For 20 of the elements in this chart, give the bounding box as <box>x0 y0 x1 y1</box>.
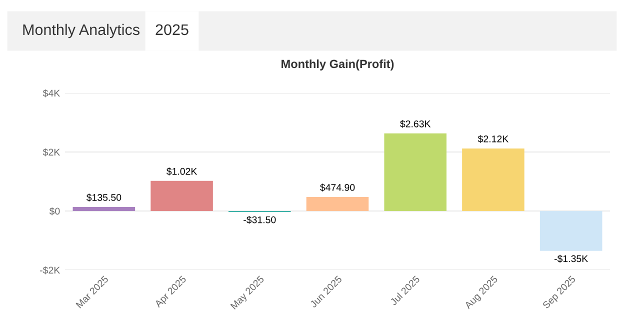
y-tick-label: $2K <box>42 148 60 156</box>
bar <box>540 211 602 251</box>
data-label: -$1.35K <box>554 254 588 263</box>
data-label: -$31.50 <box>244 216 276 224</box>
bar <box>306 196 369 211</box>
y-tick-label: $4K <box>42 89 60 98</box>
data-label: $135.50 <box>86 194 122 202</box>
y-tick-label: -$2K <box>40 266 60 274</box>
data-label: $2.63K <box>400 120 431 128</box>
text: 2025 <box>156 24 188 36</box>
bar <box>72 207 136 211</box>
y-tick-label: $0 <box>49 207 60 216</box>
bar <box>150 180 213 211</box>
data-label: $2.12K <box>478 135 509 143</box>
data-label: $474.90 <box>320 184 355 192</box>
text: Monthly Analytics <box>23 24 140 38</box>
chart-title: Monthly Gain(Profit) <box>282 59 394 70</box>
data-label: $1.02K <box>166 168 198 176</box>
bar <box>462 148 524 211</box>
bar <box>384 133 446 211</box>
